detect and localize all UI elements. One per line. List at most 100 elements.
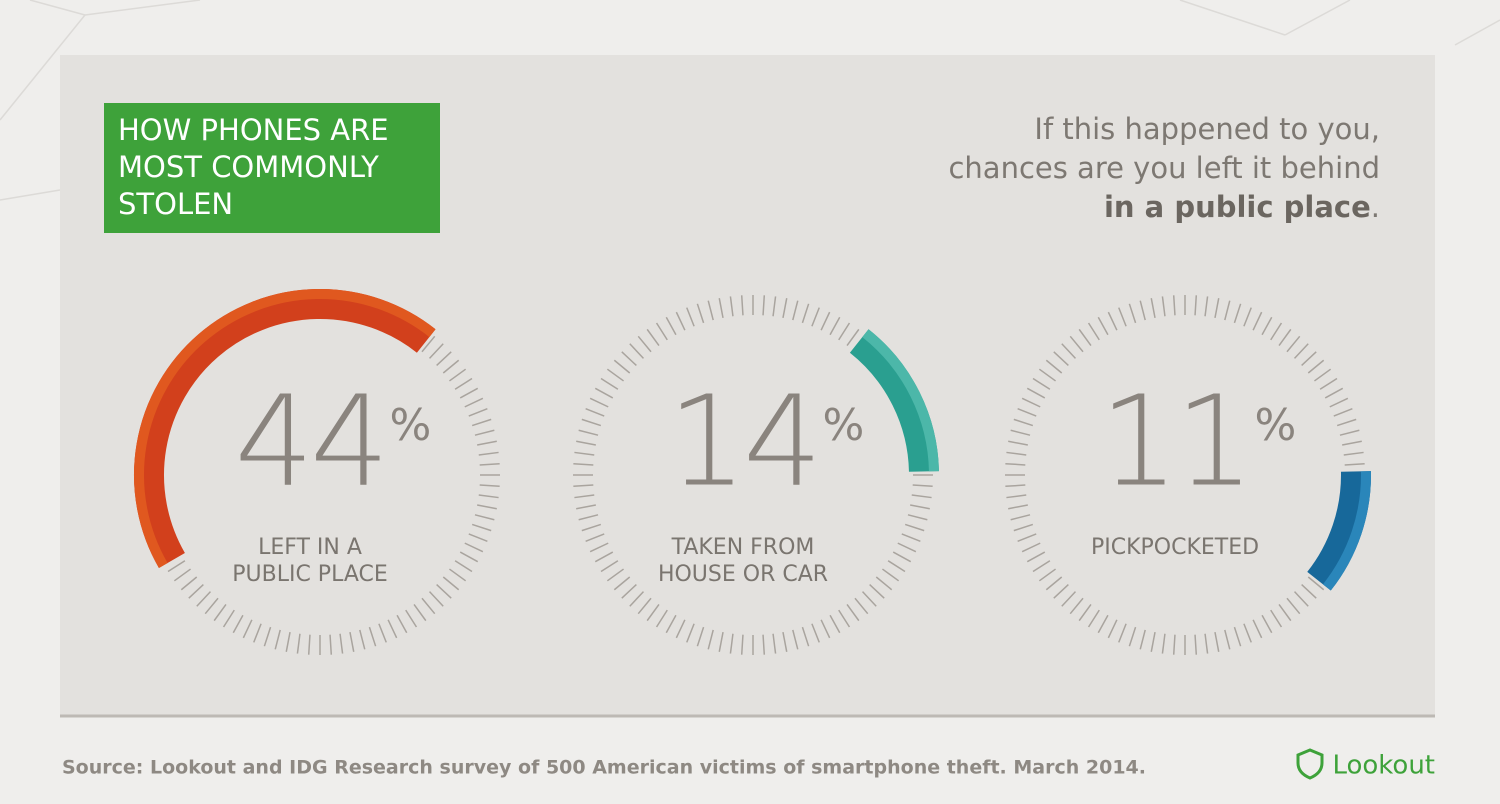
dial-tick — [359, 629, 366, 650]
dial-tick — [1301, 583, 1317, 599]
dial-tick — [578, 429, 599, 436]
dial-tick — [581, 418, 602, 427]
gauge-arc-highlight — [862, 329, 939, 472]
dial-tick — [1261, 316, 1273, 336]
dial-tick — [1087, 322, 1100, 341]
dial-tick — [838, 322, 851, 341]
dial-tick — [1172, 295, 1176, 316]
title-line: HOW PHONES ARE — [118, 113, 389, 147]
dial-tick — [242, 619, 253, 639]
dial-tick — [594, 551, 614, 563]
dial-tick — [479, 462, 500, 466]
dial-tick — [729, 296, 734, 317]
dial-tick — [1293, 343, 1309, 359]
dial-tick — [1021, 397, 1041, 408]
subtitle-line: in a public place. — [1104, 190, 1380, 224]
dial-tick — [479, 484, 500, 488]
dial-tick — [1333, 408, 1353, 417]
dial-tick — [589, 542, 609, 553]
dial-tick — [1161, 296, 1166, 317]
gauge-unit: % — [823, 400, 865, 451]
dial-tick — [1061, 591, 1077, 607]
dial-tick — [1307, 359, 1325, 374]
dial-tick — [912, 484, 933, 488]
dial-tick — [1026, 387, 1046, 399]
gauge-unit: % — [1255, 400, 1297, 451]
dial-tick — [1008, 504, 1028, 510]
dial-tick — [1252, 311, 1263, 331]
dial-tick — [854, 597, 869, 615]
gauge-label: HOUSE OR CAR — [658, 562, 828, 587]
dial-tick — [846, 604, 860, 622]
dial-tick — [740, 634, 744, 655]
dial-tick — [1339, 429, 1360, 436]
dial-tick — [1293, 591, 1309, 607]
dial-tick — [718, 298, 724, 318]
dial-tick — [471, 523, 492, 532]
dial-tick — [1078, 328, 1092, 346]
dial-tick — [1344, 462, 1365, 466]
dial-tick — [1270, 609, 1283, 628]
dial-tick — [468, 408, 488, 417]
dial-tick — [637, 335, 652, 353]
dial-tick — [464, 542, 484, 553]
dial-tick — [449, 568, 467, 582]
logo: Lookout — [1332, 751, 1435, 781]
dial-tick — [581, 523, 602, 532]
dial-tick — [213, 604, 227, 622]
gauge-arc — [1307, 471, 1371, 591]
dial-tick — [629, 343, 645, 359]
dial-tick — [1087, 609, 1100, 628]
title-line: STOLEN — [118, 187, 233, 221]
dial-tick — [1252, 619, 1263, 639]
dial-tick — [478, 494, 499, 499]
dial-tick — [1224, 300, 1231, 321]
dial-tick — [1017, 408, 1037, 417]
dial-tick — [449, 368, 467, 382]
dial-tick — [1069, 597, 1084, 615]
dial-tick — [729, 633, 734, 654]
dial-tick — [1061, 343, 1077, 359]
dial-tick — [1038, 368, 1056, 382]
dial-tick — [442, 576, 460, 591]
dial-tick — [772, 633, 777, 654]
dial-tick — [1261, 614, 1273, 634]
dial-tick — [436, 583, 452, 599]
dial-tick — [820, 619, 831, 639]
dial-tick — [1319, 377, 1338, 390]
dial-tick — [459, 387, 479, 399]
dial-tick — [846, 328, 860, 346]
dial-tick — [1150, 298, 1156, 318]
dial-tick — [600, 377, 619, 390]
gauge-label: PICKPOCKETED — [1091, 535, 1259, 560]
dial-tick — [1118, 307, 1127, 327]
dial-tick — [838, 609, 851, 628]
dial-tick — [576, 440, 596, 446]
gauge-unit: % — [390, 400, 432, 451]
decoration — [0, 0, 1500, 201]
dial-tick — [1243, 307, 1252, 327]
dial-tick — [892, 551, 912, 563]
gauge-label: TAKEN FROM — [671, 535, 815, 560]
dial-tick — [329, 634, 333, 655]
dial-tick — [196, 591, 212, 607]
dial-tick — [477, 504, 497, 510]
dial-tick — [792, 629, 799, 650]
dial-tick — [820, 311, 831, 331]
dial-tick — [613, 359, 631, 374]
title-line: MOST COMMONLY — [118, 150, 379, 184]
dial-tick — [829, 614, 841, 634]
dial-tick — [405, 609, 418, 628]
dial-tick — [1078, 604, 1092, 622]
dial-tick — [875, 576, 893, 591]
dial-tick — [1286, 597, 1301, 615]
dial-tick — [387, 619, 398, 639]
dial-tick — [901, 533, 921, 542]
dial-tick — [274, 629, 281, 650]
dial-tick — [1006, 451, 1027, 456]
dial-tick — [655, 609, 668, 628]
dial-tick — [477, 440, 497, 446]
dial-tick — [907, 514, 928, 521]
dial-tick — [436, 351, 452, 367]
dial-tick — [368, 626, 377, 647]
